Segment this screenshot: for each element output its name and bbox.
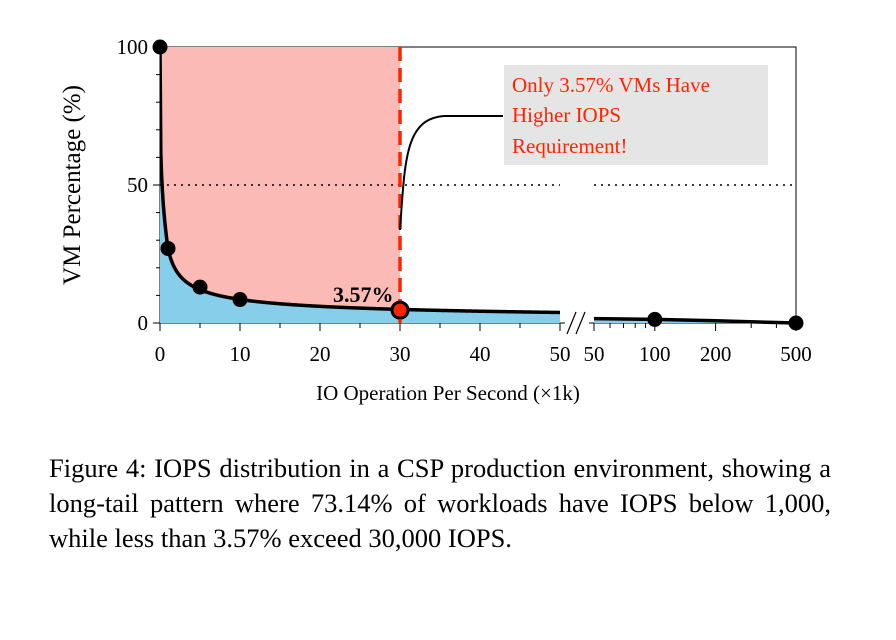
x-tick-label: 50 — [550, 342, 571, 366]
axis-break-slash — [566, 311, 577, 335]
x-tick-label: 0 — [155, 342, 166, 366]
distribution-curve — [160, 47, 560, 315]
data-point — [152, 39, 168, 55]
threshold-point — [390, 300, 410, 320]
callout-line-1: Only 3.57% VMs Have — [512, 73, 710, 97]
data-point — [160, 240, 176, 256]
callout-connector — [399, 115, 503, 231]
axis-break-slash — [575, 311, 586, 335]
y-tick-label: 50 — [127, 173, 148, 197]
x-tick-label: 30 — [390, 342, 411, 366]
x-tick-label-right: 100 — [639, 342, 671, 366]
x-tick-label: 20 — [310, 342, 331, 366]
callout-box — [504, 65, 768, 165]
distribution-curve-right — [593, 316, 797, 325]
x-tick-label-right: 200 — [700, 342, 732, 366]
callout-line-2: Higher IOPS — [512, 103, 621, 127]
figure-caption: Figure 4: IOPS distribution in a CSP pro… — [49, 453, 831, 553]
data-point — [232, 292, 248, 308]
x-tick-label-right: 50 — [584, 342, 605, 366]
x-axis-title: IO Operation Per Second (×1k) — [316, 381, 580, 405]
data-point-right — [788, 315, 804, 331]
threshold-label: 3.57% — [333, 282, 394, 307]
x-tick-label-right: 500 — [780, 342, 812, 366]
y-axis-title: VM Percentage (%) — [59, 85, 86, 285]
x-tick-label: 10 — [230, 342, 251, 366]
y-tick-label: 0 — [138, 311, 149, 335]
iops-chart: 0 50 100 0 10 20 30 40 50 50 100 200 500 VM Percenta… — [59, 35, 812, 405]
data-point — [192, 279, 208, 295]
y-tick-label: 100 — [117, 35, 149, 59]
data-point-right — [647, 311, 663, 327]
x-tick-label: 40 — [470, 342, 491, 366]
callout-line-3: Requirement! — [512, 134, 627, 158]
area-under-curve — [160, 47, 560, 323]
